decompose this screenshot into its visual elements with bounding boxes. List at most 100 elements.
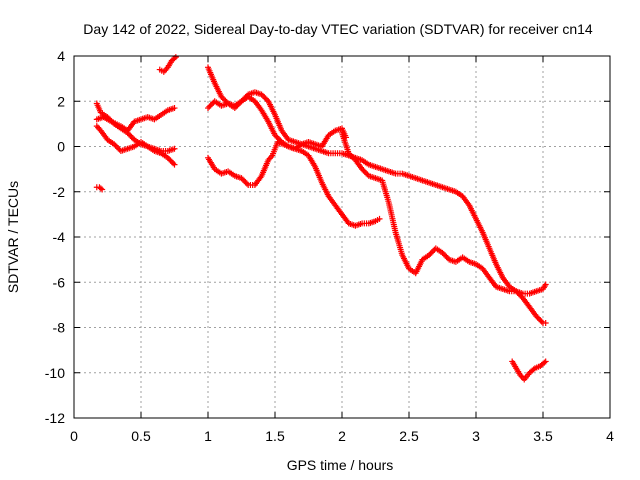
y-tick-label: -8 bbox=[53, 320, 66, 336]
x-tick-label: 0.5 bbox=[131, 428, 151, 444]
data-point bbox=[99, 186, 106, 193]
data-point bbox=[127, 132, 134, 139]
series-track-d bbox=[93, 184, 106, 193]
y-tick-label: 0 bbox=[57, 139, 65, 155]
data-point bbox=[206, 103, 213, 110]
data-point bbox=[376, 215, 383, 222]
data-point bbox=[219, 95, 226, 102]
y-tick-labels: -12 -10 -8 -6 -4 -2 0 2 4 bbox=[45, 48, 65, 426]
data-point bbox=[348, 153, 355, 160]
data-point bbox=[349, 154, 356, 161]
x-tick-label: 2 bbox=[338, 428, 346, 444]
data-point bbox=[112, 142, 119, 149]
data-point bbox=[534, 314, 541, 321]
data-point bbox=[221, 96, 228, 103]
y-tick-label: -12 bbox=[45, 410, 65, 426]
data-point bbox=[259, 92, 266, 99]
data-point bbox=[238, 98, 245, 105]
data-point bbox=[205, 105, 211, 112]
x-tick-label: 4 bbox=[606, 428, 614, 444]
data-point bbox=[234, 102, 241, 109]
series-track-c bbox=[93, 123, 178, 168]
y-tick-label: -2 bbox=[53, 184, 66, 200]
y-tick-label: -4 bbox=[53, 229, 66, 245]
data-point bbox=[243, 180, 250, 187]
data-point bbox=[242, 94, 249, 101]
y-tick-label: 2 bbox=[57, 93, 65, 109]
y-tick-label: -6 bbox=[53, 274, 66, 290]
series-track-g bbox=[205, 89, 350, 150]
data-point bbox=[542, 319, 549, 326]
data-point bbox=[238, 175, 245, 182]
data-point bbox=[542, 281, 549, 288]
grid-lines bbox=[74, 56, 610, 418]
x-tick-label: 0 bbox=[70, 428, 78, 444]
data-point bbox=[242, 179, 249, 186]
data-point bbox=[263, 96, 270, 103]
series-track-e bbox=[156, 54, 179, 75]
data-point bbox=[537, 317, 544, 324]
data-point bbox=[542, 358, 549, 365]
data-point bbox=[241, 177, 248, 184]
data-point bbox=[538, 318, 545, 325]
x-axis-label: GPS time / hours bbox=[287, 457, 394, 473]
data-point bbox=[237, 99, 244, 106]
data-point bbox=[239, 176, 246, 183]
data-point bbox=[533, 313, 540, 320]
data-point bbox=[426, 252, 433, 259]
data-point bbox=[427, 250, 434, 257]
data-point bbox=[166, 156, 173, 163]
data-point bbox=[359, 166, 366, 173]
data-point bbox=[128, 133, 135, 140]
x-tick-label: 2.5 bbox=[399, 428, 419, 444]
data-point bbox=[241, 95, 248, 102]
x-tick-label: 3.5 bbox=[533, 428, 553, 444]
x-tick-labels: 0 0.5 1 1.5 2 2.5 3 3.5 4 bbox=[70, 428, 614, 444]
data-point bbox=[443, 253, 450, 260]
data-point bbox=[129, 135, 136, 142]
y-axis-label: SDTVAR / TECUs bbox=[5, 181, 21, 293]
data-point bbox=[442, 252, 449, 259]
data-point bbox=[273, 133, 280, 140]
series-track-b bbox=[93, 105, 178, 134]
data-point bbox=[235, 100, 242, 107]
data-point bbox=[258, 91, 265, 98]
data-point bbox=[218, 93, 225, 100]
data-point bbox=[364, 171, 371, 178]
data-point bbox=[345, 150, 352, 157]
data-point bbox=[164, 154, 171, 161]
data-point bbox=[172, 54, 179, 61]
data-point bbox=[430, 248, 437, 255]
data-point bbox=[97, 185, 104, 192]
data-point bbox=[440, 251, 447, 258]
axis-ticks bbox=[73, 55, 611, 419]
data-point bbox=[363, 170, 370, 177]
data-point bbox=[360, 167, 367, 174]
data-point bbox=[439, 249, 446, 256]
y-tick-label: -10 bbox=[45, 365, 65, 381]
data-point bbox=[125, 131, 132, 138]
data-point bbox=[171, 161, 178, 168]
data-point bbox=[535, 315, 542, 322]
data-point bbox=[239, 96, 246, 103]
x-tick-label: 3 bbox=[472, 428, 480, 444]
data-point bbox=[444, 255, 451, 262]
data-point bbox=[243, 92, 250, 99]
data-point bbox=[261, 94, 268, 101]
x-tick-label: 1 bbox=[204, 428, 212, 444]
series-track-i bbox=[339, 129, 549, 297]
data-point bbox=[272, 132, 278, 139]
data-point bbox=[233, 103, 240, 110]
data-point bbox=[207, 102, 214, 109]
data-point bbox=[428, 249, 435, 256]
data-point bbox=[170, 160, 177, 167]
data-point bbox=[347, 151, 354, 158]
data-point bbox=[171, 145, 178, 152]
data-points bbox=[93, 54, 549, 383]
series-track-j bbox=[509, 358, 549, 383]
data-point bbox=[209, 100, 216, 107]
data-point bbox=[361, 168, 368, 175]
data-point bbox=[541, 359, 548, 366]
data-point bbox=[115, 145, 122, 152]
